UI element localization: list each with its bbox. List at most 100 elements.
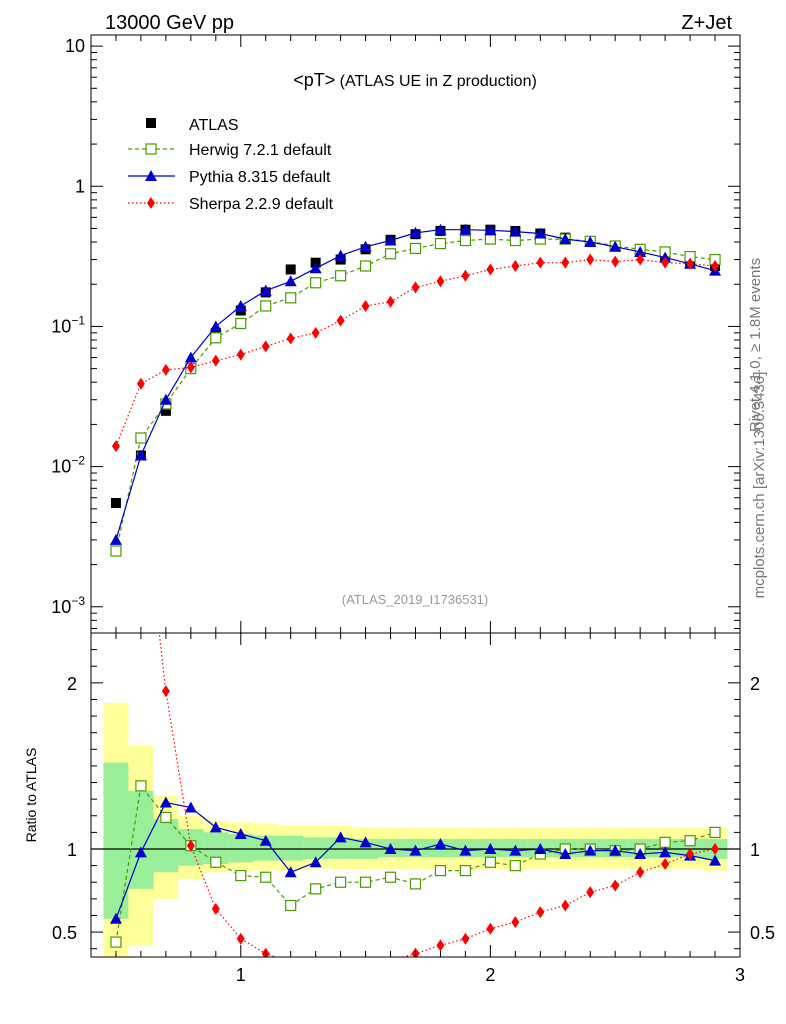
main-data-point (536, 256, 545, 269)
legend-label-pythia: Pythia 8.315 default (189, 169, 331, 186)
analysis-id-label: (ATLAS_2019_I1736531) (342, 592, 488, 607)
main-data-point (611, 255, 620, 268)
header-process-label: Z+Jet (681, 12, 732, 34)
ratio-data-point (135, 780, 147, 792)
legend-label-atlas: ATLAS (189, 117, 239, 134)
main-data-point (636, 253, 645, 266)
ratio-series-1 (109, 796, 722, 924)
mcplots-source-label: mcplots.cern.ch [arXiv:1306.3436] (751, 372, 768, 599)
legend-item-pythia: Pythia 8.315 default (128, 169, 331, 186)
ratio-data-point (211, 902, 220, 915)
main-data-point (235, 317, 247, 330)
main-data-point (134, 449, 147, 461)
main-data-point (609, 240, 622, 252)
ratio-data-point (586, 886, 595, 899)
ratio-data-point (184, 801, 197, 813)
ratio-data-point (461, 932, 470, 945)
main-data-point (285, 292, 297, 304)
main-data-point (334, 249, 347, 261)
ratio-data-point (284, 866, 297, 878)
ratio-band-inner (328, 837, 354, 859)
main-data-point (484, 224, 497, 236)
ratio-data-point (384, 843, 397, 854)
plot-title-main: <pT> (293, 70, 335, 90)
legend-label-herwig: Herwig 7.2.1 default (189, 142, 332, 159)
main-x-ticks (115, 35, 741, 633)
main-data-point (311, 326, 320, 339)
ratio-data-point (359, 836, 372, 848)
ratio-series-2 (158, 633, 720, 957)
main-data-point (486, 263, 495, 276)
ratio-data-point (636, 866, 645, 879)
main-data-point (284, 275, 297, 287)
ratio-data-point (609, 844, 622, 856)
main-data-point (335, 270, 347, 282)
ratio-x-ticks: 1 2 3 (115, 633, 745, 985)
main-data-point (386, 295, 395, 308)
legend-marker-pythia (145, 170, 157, 181)
rivet-version-label: Rivet 4.1.0, ≥ 1.8M events (747, 258, 764, 432)
main-data-point (409, 226, 422, 238)
ratio-data-point (235, 869, 247, 882)
main-data-point (634, 245, 647, 257)
ratio-band-inner (278, 835, 304, 861)
ratio-y-axis-label: Ratio to ATLAS (23, 748, 39, 843)
legend-marker-atlas (146, 118, 156, 128)
legend-label-sherpa: Sherpa 2.2.9 default (189, 196, 334, 213)
main-data-point (661, 256, 670, 269)
main-data-point (484, 233, 496, 245)
main-series-3 (111, 253, 720, 453)
main-data-point (511, 259, 520, 272)
main-data-point (111, 440, 120, 453)
main-data-point (434, 237, 447, 250)
main-data-point (434, 223, 447, 235)
ratio-band-inner (303, 837, 329, 859)
main-data-point (509, 225, 522, 237)
main-data-point (285, 264, 296, 275)
ratio-data-point (484, 856, 496, 868)
main-data-point (261, 340, 270, 353)
ratio-data-point (159, 796, 172, 808)
main-data-point (559, 233, 572, 245)
legend-marker-herwig (145, 143, 157, 155)
ratio-data-point (260, 871, 272, 883)
main-data-point (509, 234, 521, 247)
ratio-data-point (309, 856, 322, 868)
ratio-data-point (459, 844, 472, 856)
main-y-ticks: 10 1 10−1 10−2 10−3 (51, 36, 740, 629)
ratio-data-point (160, 811, 172, 824)
main-data-point (586, 253, 595, 266)
main-panel: 10 1 10−1 10−2 10−3 <pT> (ATLAS UE in Z prod… (51, 34, 741, 634)
ratio-data-point (285, 899, 297, 912)
ratio-data-point (661, 857, 670, 870)
ratio-data-point (534, 843, 547, 854)
main-data-point (211, 354, 220, 367)
ratio-data-point (709, 826, 721, 838)
ratio-series-line (158, 633, 716, 957)
ratio-data-point (509, 844, 522, 856)
ratio-y-ticks: 0.5 0.5 1 1 2 2 (52, 632, 775, 950)
main-data-point (534, 227, 547, 239)
ratio-data-point (209, 821, 222, 833)
main-data-point (184, 351, 197, 363)
main-data-point (384, 248, 397, 260)
main-data-point (384, 234, 397, 246)
ratio-data-point (659, 836, 671, 848)
x-tick-label: 3 (735, 965, 745, 985)
ratio-data-point (409, 844, 422, 856)
main-data-point (161, 363, 170, 376)
main-series-0 (110, 224, 721, 509)
main-data-point (160, 405, 171, 416)
legend-item-sherpa: Sherpa 2.2.9 default (128, 196, 334, 213)
ratio-data-point (559, 847, 572, 859)
ratio-data-point (259, 834, 272, 846)
main-data-point (210, 332, 222, 344)
x-tick-label: 2 (485, 965, 495, 985)
main-data-point (136, 377, 145, 390)
main-data-point (110, 498, 121, 509)
main-data-point (459, 223, 472, 235)
main-data-point (259, 284, 272, 296)
ratio-y-tick-label-right: 1 (750, 840, 760, 860)
plot-title: <pT> (ATLAS UE in Z production) (293, 70, 537, 90)
